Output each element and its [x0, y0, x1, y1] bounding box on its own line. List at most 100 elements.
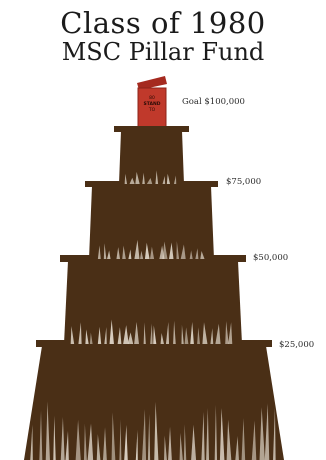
tier-top — [114, 126, 189, 184]
texture-streak — [75, 419, 81, 460]
texture-streak — [160, 333, 164, 344]
texture-streak — [162, 176, 166, 184]
texture-streak — [85, 329, 89, 344]
texture-streak — [215, 323, 221, 344]
texture-streak — [154, 401, 159, 460]
texture-streak — [226, 419, 232, 460]
texture-streak — [206, 407, 210, 460]
texture-streak — [30, 424, 33, 460]
texture-streak — [165, 322, 170, 344]
texture-streak — [143, 322, 146, 344]
texture-streak — [150, 323, 153, 344]
texture-streak — [173, 320, 176, 344]
texture-streak — [128, 249, 132, 259]
texture-streak — [210, 328, 214, 344]
texture-streak — [228, 322, 233, 344]
top-box-line-3: TO — [148, 108, 156, 113]
texture-streak — [103, 243, 107, 259]
texture-streak — [173, 175, 177, 184]
texture-streak — [78, 322, 82, 344]
texture-streak — [124, 173, 128, 184]
texture-streak — [97, 245, 101, 259]
texture-streak — [142, 172, 145, 184]
texture-streak — [45, 401, 50, 460]
texture-streak — [259, 407, 265, 460]
texture-streak — [149, 246, 155, 259]
texture-streak — [60, 417, 65, 460]
texture-streak — [251, 420, 257, 460]
texture-streak — [104, 327, 107, 344]
texture-streak — [241, 418, 246, 460]
goal-label-75k: $75,000 — [226, 177, 262, 187]
top-box-body — [138, 88, 166, 127]
texture-streak — [189, 250, 193, 259]
tier-top-ledge — [114, 126, 189, 132]
texture-streak — [147, 413, 151, 460]
texture-streak — [146, 177, 153, 184]
texture-streak — [168, 426, 172, 460]
texture-streak — [109, 319, 114, 344]
tier-75k-body — [89, 186, 214, 259]
page-title-line-1: Class of 1980 — [60, 6, 266, 40]
texture-streak — [70, 326, 75, 344]
texture-streak — [162, 241, 168, 259]
goal-label-100k: Goal $100,000 — [182, 97, 245, 107]
top-box-text: 80 STAND TO — [139, 96, 165, 114]
texture-streak — [264, 403, 270, 460]
texture-streak — [195, 248, 199, 259]
texture-streak — [53, 415, 56, 460]
texture-streak — [144, 242, 150, 259]
texture-streak — [140, 250, 144, 259]
goal-label-25k: $25,000 — [279, 340, 315, 350]
texture-streak — [214, 404, 218, 460]
texture-streak — [127, 332, 134, 344]
texture-streak — [107, 250, 111, 259]
texture-streak — [235, 435, 239, 460]
texture-streak — [65, 430, 69, 460]
tower-texture-streaks — [30, 170, 276, 460]
texture-streak — [134, 239, 140, 259]
texture-streak — [122, 245, 126, 259]
texture-streak — [111, 412, 116, 460]
texture-streak — [102, 427, 107, 460]
texture-streak — [191, 424, 197, 460]
texture-streak — [134, 321, 139, 344]
texture-streak — [87, 423, 94, 460]
top-box-line-1: 80 — [149, 96, 155, 101]
texture-streak — [190, 322, 194, 344]
texture-streak — [96, 434, 101, 460]
texture-streak — [153, 325, 157, 344]
texture-streak — [219, 407, 225, 460]
texture-streak — [179, 432, 183, 460]
texture-streak — [155, 170, 159, 184]
texture-streak — [119, 419, 122, 460]
goal-label-50k: $50,000 — [253, 253, 289, 263]
texture-streak — [200, 250, 205, 259]
texture-streak — [142, 408, 147, 460]
texture-streak — [184, 327, 189, 344]
texture-streak — [135, 171, 140, 184]
page-title-line-2: MSC Pillar Fund — [61, 38, 265, 66]
tier-top-body — [119, 131, 184, 184]
texture-streak — [168, 242, 174, 259]
texture-streak — [164, 435, 167, 460]
texture-streak — [83, 423, 87, 460]
texture-streak — [225, 321, 229, 344]
texture-streak — [129, 177, 135, 184]
texture-streak — [89, 332, 93, 344]
tier-50k-body — [64, 261, 242, 344]
texture-streak — [97, 326, 102, 344]
texture-streak — [116, 247, 121, 259]
texture-streak — [181, 324, 184, 344]
texture-streak — [124, 425, 128, 460]
texture-streak — [176, 241, 180, 259]
top-box-roof — [137, 76, 167, 90]
texture-streak — [183, 424, 187, 460]
texture-streak — [117, 327, 122, 344]
tier-25k-body — [24, 346, 284, 460]
texture-streak — [197, 327, 200, 344]
texture-streak — [202, 322, 208, 344]
texture-streak — [123, 325, 129, 344]
texture-streak — [180, 244, 186, 259]
